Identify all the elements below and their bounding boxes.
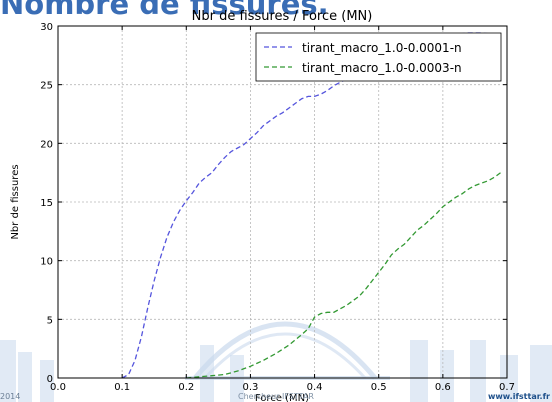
y-tick-label: 5 bbox=[47, 315, 53, 326]
backdrop-building bbox=[470, 340, 486, 402]
backdrop-illustration bbox=[0, 324, 552, 402]
y-tick-label: 0 bbox=[47, 374, 53, 385]
footer-author: Chercheur IFSTTAR bbox=[238, 392, 314, 401]
y-tick-label: 15 bbox=[40, 198, 53, 209]
legend-label-1: tirant_macro_1.0-0.0001-n bbox=[302, 41, 462, 55]
x-tick-label: 0.1 bbox=[114, 382, 130, 393]
footer-date: 2014 bbox=[0, 392, 20, 401]
y-tick-label: 10 bbox=[40, 257, 53, 268]
chart-title: Nbr de fissures / Force (MN) bbox=[192, 9, 373, 24]
y-tick-label: 30 bbox=[40, 22, 53, 33]
backdrop-bridge-arch bbox=[205, 334, 365, 378]
legend-label-2: tirant_macro_1.0-0.0003-n bbox=[302, 61, 462, 75]
y-axis-label: Nbr de fissures bbox=[10, 164, 21, 239]
x-tick-label: 0.5 bbox=[371, 382, 387, 393]
footer-website: www.ifsttar.fr bbox=[488, 392, 550, 401]
y-tick-label: 20 bbox=[40, 139, 53, 150]
y-tick-label: 25 bbox=[40, 81, 53, 92]
x-tick-label: 0.6 bbox=[435, 382, 451, 393]
backdrop-building bbox=[410, 340, 428, 402]
backdrop-building bbox=[440, 350, 454, 402]
plot-area: 0.0 0.1 0.2 0.3 0.4 0.5 0.6 0.7051015202530tira… bbox=[40, 22, 515, 393]
backdrop-bridge-arch bbox=[195, 324, 375, 378]
x-tick-label: 0.2 bbox=[178, 382, 194, 393]
